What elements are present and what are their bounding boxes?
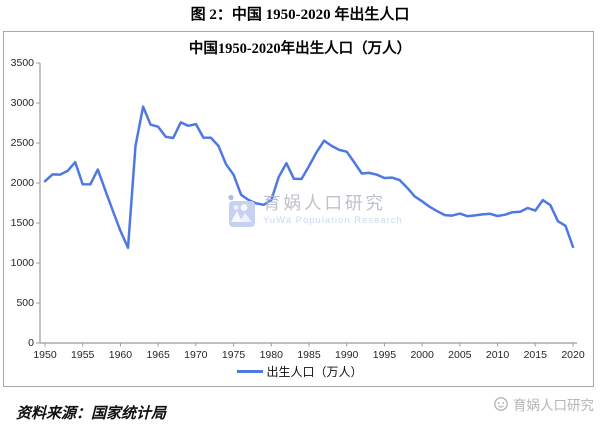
x-tick-label: 2020 bbox=[561, 349, 585, 361]
x-tick-label: 2015 bbox=[523, 349, 547, 361]
watermark-cn: 育娲人口研究 bbox=[263, 193, 386, 213]
x-tick-label: 2000 bbox=[410, 349, 434, 361]
y-tick-label: 1500 bbox=[10, 217, 34, 229]
x-tick-label: 1975 bbox=[221, 349, 246, 361]
watermark-center: 育娲人口研究 YuWa Population Research bbox=[228, 194, 403, 227]
figure-title: 图 2：中国 1950-2020 年出生人口 bbox=[190, 7, 410, 23]
watermark-corner: 育娲人口研究 bbox=[493, 394, 594, 414]
watermark-corner-label: 育娲人口研究 bbox=[513, 398, 594, 413]
watermark-en: YuWa Population Research bbox=[263, 215, 403, 226]
y-tick-label: 0 bbox=[28, 337, 34, 349]
y-tick-label: 2500 bbox=[10, 137, 34, 149]
x-tick-label: 1995 bbox=[372, 349, 397, 361]
x-tick-label: 1960 bbox=[108, 349, 133, 361]
yuwa-corner-logo-icon bbox=[494, 397, 508, 411]
legend-label: 出生人口（万人） bbox=[266, 365, 363, 379]
y-tick-label: 500 bbox=[16, 297, 34, 309]
x-tick-label: 2010 bbox=[485, 349, 510, 361]
chart-title: 中国1950-2020年出生人口（万人） bbox=[188, 41, 412, 57]
x-tick-label: 1980 bbox=[259, 349, 283, 361]
x-tick-label: 1985 bbox=[297, 349, 321, 361]
y-tick-label: 2000 bbox=[10, 177, 34, 189]
y-tick-label: 3500 bbox=[10, 57, 34, 69]
yuwa-logo-icon bbox=[228, 194, 255, 227]
x-tick-label: 1955 bbox=[71, 349, 95, 361]
y-tick-label: 3000 bbox=[10, 97, 34, 109]
x-tick-label: 1950 bbox=[33, 349, 57, 361]
legend: 出生人口（万人） bbox=[0, 363, 600, 380]
y-tick-label: 1000 bbox=[10, 257, 34, 269]
x-tick-label: 2005 bbox=[448, 349, 472, 361]
source-note: 资料来源：国家统计局 bbox=[16, 406, 167, 422]
x-tick-label: 1990 bbox=[335, 349, 359, 361]
x-tick-label: 1965 bbox=[146, 349, 170, 361]
x-tick-label: 1970 bbox=[184, 349, 208, 361]
legend-line-swatch bbox=[237, 370, 264, 373]
